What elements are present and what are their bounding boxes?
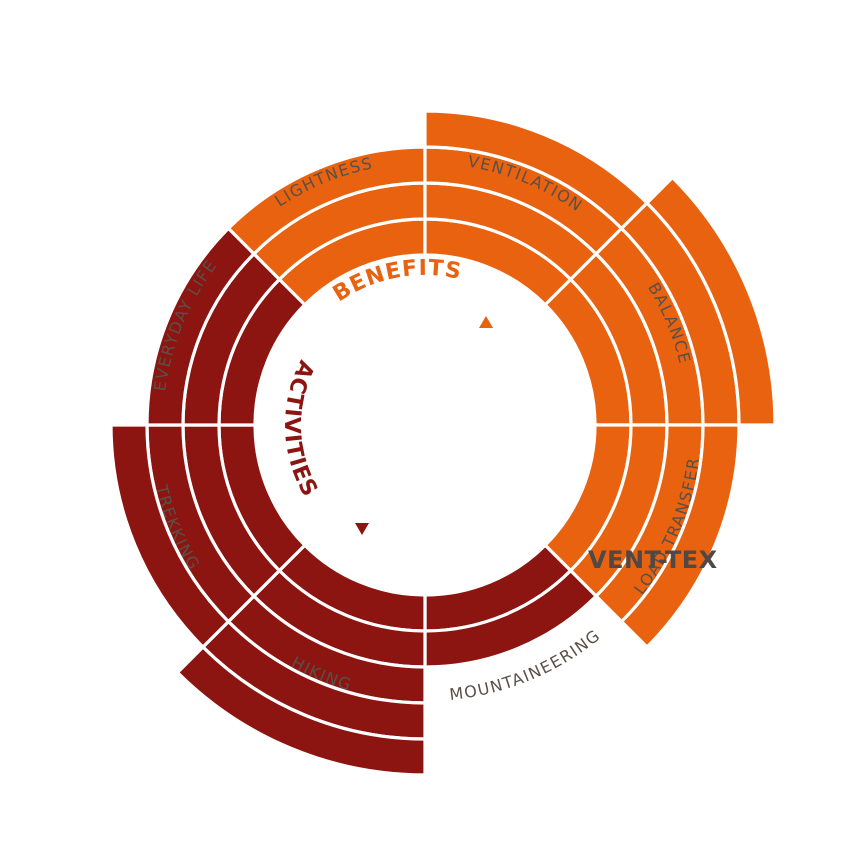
bar-hiking-ring-5 [175,644,427,777]
bar-load-transfer-ring-4 [619,423,741,650]
bar-balance-ring-5 [644,175,777,427]
bar-everyday-life-ring-3 [145,226,257,427]
activities-arrow-icon [355,523,369,535]
chart-segments [109,109,777,777]
product-name: VENT-TEX [588,546,718,574]
benefits-arrow-icon [479,316,493,328]
group-label-activities: ACTIVITIES [279,357,322,502]
bar-trekking-ring-4 [109,423,231,650]
